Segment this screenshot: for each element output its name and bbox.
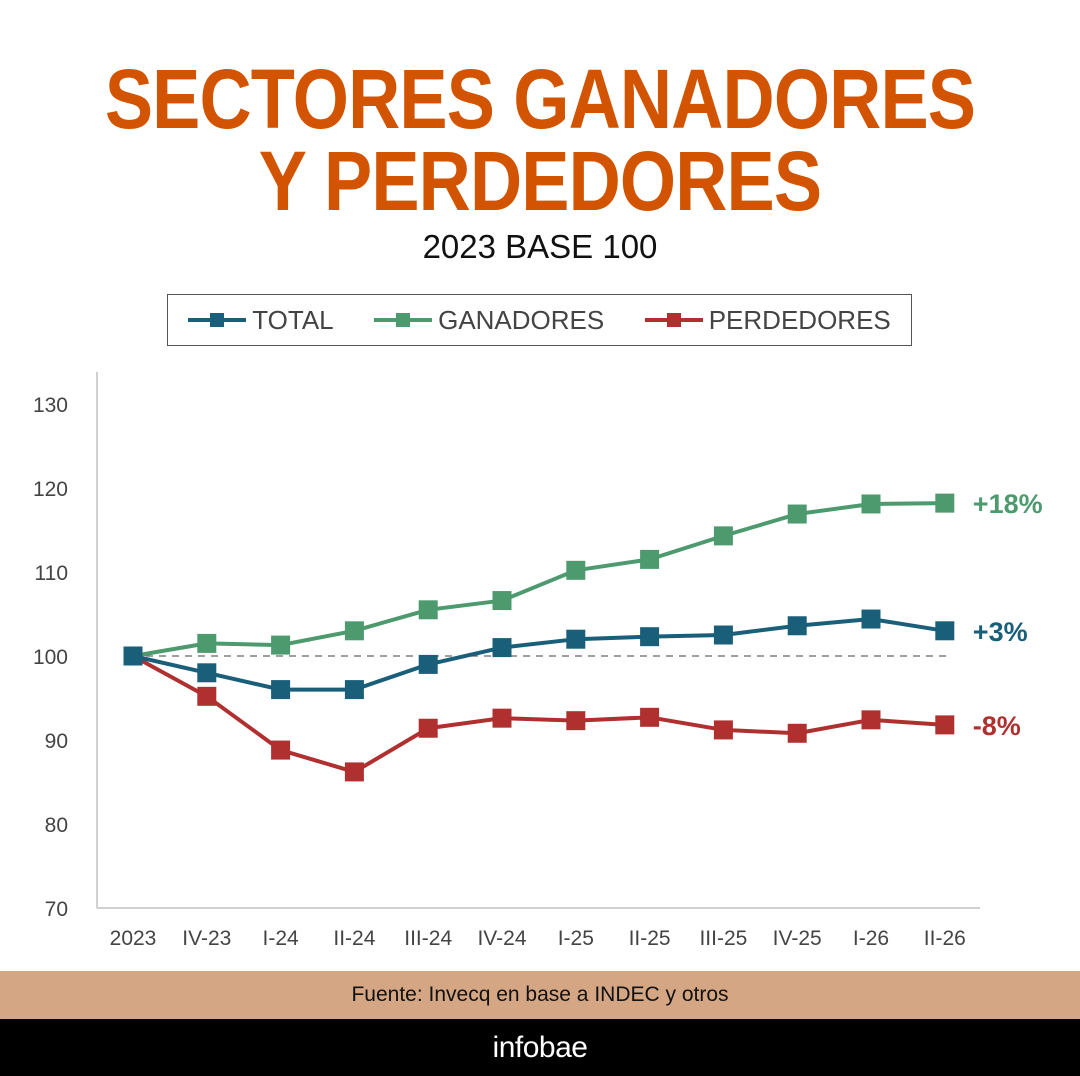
legend-label-perdedores: PERDEDORES	[708, 304, 891, 335]
legend-marker-ganadores	[396, 313, 411, 327]
x-tick-label: IV-25	[773, 927, 822, 950]
data-point-perdedores	[197, 686, 217, 706]
data-point-ganadores	[344, 621, 364, 641]
data-point-perdedores	[418, 718, 438, 738]
series-line-perdedores	[132, 654, 945, 774]
data-point-ganadores	[861, 494, 881, 514]
data-point-total	[197, 663, 217, 683]
data-point-perdedores	[271, 740, 291, 760]
data-point-ganadores	[197, 633, 217, 653]
x-tick-label: III-25	[699, 927, 747, 950]
brand-band: infobae	[0, 1019, 1080, 1076]
chart-title-line1: SECTORES GANADORES	[104, 52, 976, 146]
legend-marker-total	[210, 313, 225, 327]
brand-logo: infobae	[492, 1030, 588, 1064]
legend-item-total: TOTAL	[188, 304, 334, 336]
series-line-total	[132, 617, 946, 692]
data-point-perdedores	[566, 711, 586, 731]
data-point-total	[640, 627, 660, 647]
x-tick-label: I-24	[263, 927, 300, 950]
data-point-total	[787, 616, 807, 636]
data-point-ganadores	[418, 600, 438, 620]
y-tick-label: 80	[45, 814, 68, 837]
y-tick-label: 90	[45, 730, 68, 753]
data-point-perdedores	[861, 710, 881, 730]
data-point-perdedores	[492, 708, 512, 728]
chart-title: SECTORES GANADORES Y PERDEDORES	[76, 52, 1005, 228]
y-tick-label: 120	[33, 478, 68, 501]
data-point-perdedores	[935, 715, 955, 735]
x-tick-label: II-26	[924, 927, 966, 950]
data-point-perdedores	[713, 720, 733, 740]
x-tick-label: III-24	[404, 927, 452, 950]
data-point-total	[492, 638, 512, 658]
x-tick-label: II-25	[629, 927, 671, 950]
x-tick-label: IV-24	[477, 927, 526, 950]
data-point-total	[935, 621, 955, 641]
data-point-ganadores	[566, 560, 586, 580]
line-chart: 70 80 90 100 110 120 130 2023 IV-23 I-24 II-24 III-…	[33, 372, 1043, 950]
x-tick-label: I-25	[558, 927, 594, 950]
legend-label-total: TOTAL	[252, 304, 334, 335]
y-tick-label: 130	[33, 394, 68, 417]
data-point-total	[418, 654, 438, 674]
legend-swatch-perdedores	[644, 310, 703, 330]
chart-title-line2: Y PERDEDORES	[258, 134, 822, 228]
chart-legend: TOTAL GANADORES PERDEDORES	[167, 294, 912, 346]
data-point-ganadores	[640, 549, 660, 569]
data-point-total	[344, 680, 364, 700]
data-point-perdedores	[344, 762, 364, 782]
data-point-total	[713, 625, 733, 645]
data-point-ganadores	[492, 591, 512, 611]
y-tick-label: 70	[45, 898, 68, 921]
chart-subtitle: 2023 BASE 100	[422, 228, 658, 265]
x-tick-label: II-24	[333, 927, 375, 950]
legend-swatch-total	[188, 310, 247, 330]
data-point-perdedores	[640, 707, 660, 727]
data-point-total	[123, 646, 143, 666]
data-point-perdedores	[787, 723, 807, 743]
series-line-ganadores	[132, 501, 945, 658]
legend-item-ganadores: GANADORES	[374, 305, 604, 336]
data-point-ganadores	[787, 504, 807, 524]
data-point-ganadores	[935, 493, 955, 513]
x-tick-label: 2023	[110, 927, 157, 950]
source-note: Fuente: Invecq en base a INDEC y otros	[351, 983, 729, 1006]
legend-item-perdedores: PERDEDORES	[644, 304, 891, 336]
legend-swatch-ganadores	[374, 310, 433, 330]
data-point-total	[271, 680, 291, 700]
y-tick-label: 100	[33, 646, 68, 669]
source-band: Fuente: Invecq en base a INDEC y otros	[0, 971, 1080, 1019]
legend-marker-perdedores	[666, 313, 681, 327]
y-tick-label: 110	[35, 562, 68, 585]
end-label-total: +3%	[973, 617, 1028, 647]
data-point-total	[566, 629, 586, 649]
data-point-ganadores	[713, 526, 733, 546]
end-label-perdedores: -8%	[973, 711, 1021, 741]
end-label-ganadores: +18%	[973, 489, 1043, 519]
x-tick-label: IV-23	[182, 927, 231, 950]
x-tick-label: I-26	[853, 927, 889, 950]
data-point-total	[861, 609, 881, 629]
data-point-ganadores	[271, 635, 291, 655]
legend-label-ganadores: GANADORES	[438, 304, 605, 335]
